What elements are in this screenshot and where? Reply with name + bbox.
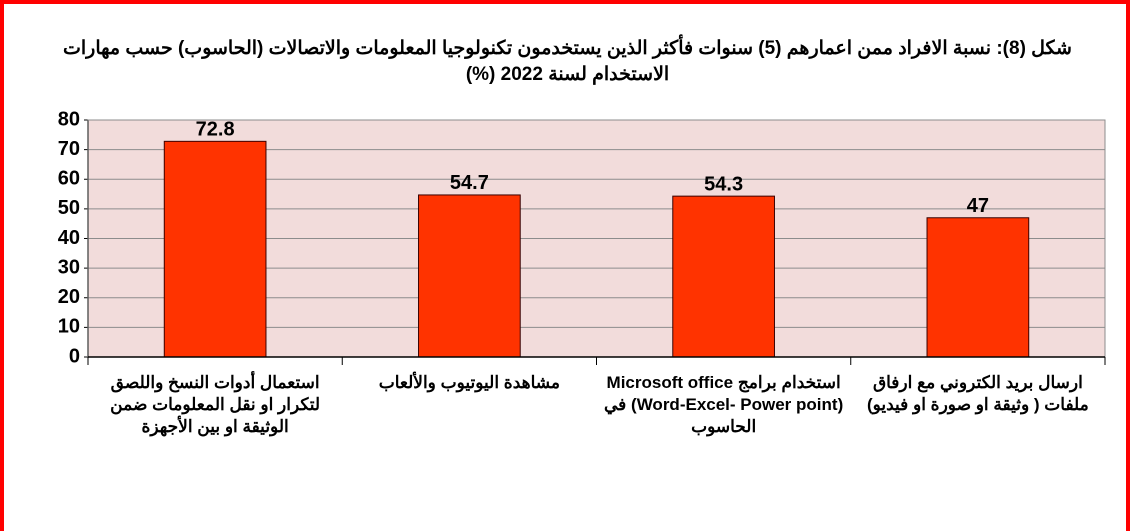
chart-title: شكل (8): نسبة الافراد ممن اعمارهم (5) سن… (63, 38, 1072, 85)
y-tick-label: 80 (58, 108, 80, 130)
y-tick-label: 10 (58, 316, 80, 338)
x-tick-label: ارسال بريد الكتروني مع ارفاق ملفات ( وثي… (866, 373, 1089, 414)
bar (418, 194, 521, 358)
y-tick-label: 20 (58, 286, 80, 308)
data-label: 47 (967, 195, 989, 217)
y-tick-label: 30 (58, 256, 80, 278)
data-label: 54.3 (704, 173, 743, 195)
bar (926, 217, 1030, 358)
y-tick-label: 70 (58, 138, 80, 160)
x-tick-label: مشاهدة اليوتيوب والألعاب (378, 373, 561, 392)
y-tick-label: 60 (58, 168, 80, 190)
bar (672, 195, 775, 358)
x-tick-label: استعمال أدوات النسخ واللصق لتكرار او نقل… (110, 373, 321, 436)
x-tick-label: استخدام برامج Microsoft office (Word-Exc… (604, 373, 844, 436)
bar (163, 140, 267, 358)
data-label: 54.7 (450, 172, 489, 194)
data-label: 72.8 (196, 119, 235, 141)
y-tick-label: 40 (58, 227, 80, 249)
y-tick-label: 50 (58, 197, 80, 219)
y-tick-label: 0 (69, 345, 80, 367)
